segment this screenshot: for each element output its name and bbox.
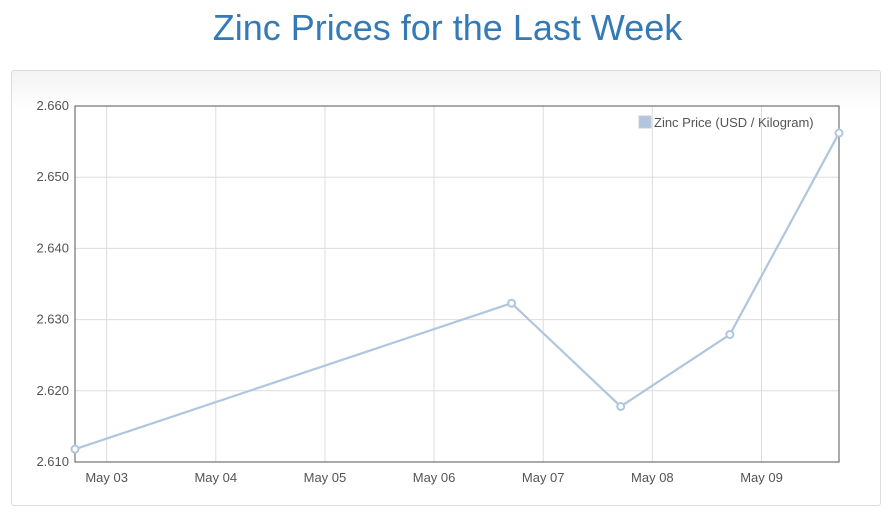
data-point[interactable]	[70, 444, 80, 454]
data-point[interactable]	[507, 298, 517, 308]
data-point[interactable]	[616, 401, 626, 411]
x-tick-label: May 04	[194, 470, 237, 485]
plot-area-border	[74, 105, 840, 463]
y-tick-label: 2.660	[36, 98, 69, 113]
series-zinc-price	[70, 128, 844, 454]
data-point[interactable]	[834, 128, 844, 138]
x-tick-label: May 05	[304, 470, 347, 485]
y-tick-label: 2.610	[36, 454, 69, 469]
legend-swatch	[638, 115, 652, 129]
x-axis: May 03 May 04 May 05 May 06 May 07 May 08 May …	[85, 470, 782, 485]
x-tick-label: May 09	[740, 470, 783, 485]
x-tick-label: May 03	[85, 470, 128, 485]
grid-lines	[75, 105, 839, 463]
legend-label: Zinc Price (USD / Kilogram)	[654, 115, 814, 130]
chart-panel: 2.610 2.620 2.630 2.640 2.650 2.660 May 03 May…	[11, 70, 881, 506]
legend: Zinc Price (USD / Kilogram)	[638, 115, 814, 130]
x-tick-label: May 06	[413, 470, 456, 485]
x-tick-label: May 07	[522, 470, 565, 485]
y-tick-label: 2.630	[36, 312, 69, 327]
data-point[interactable]	[725, 330, 735, 340]
y-tick-label: 2.640	[36, 240, 69, 255]
series-line	[74, 132, 840, 451]
y-axis: 2.610 2.620 2.630 2.640 2.650 2.660	[36, 98, 69, 469]
y-tick-label: 2.620	[36, 383, 69, 398]
x-tick-label: May 08	[631, 470, 674, 485]
page-title: Zinc Prices for the Last Week	[212, 7, 683, 48]
y-tick-label: 2.650	[36, 169, 69, 184]
